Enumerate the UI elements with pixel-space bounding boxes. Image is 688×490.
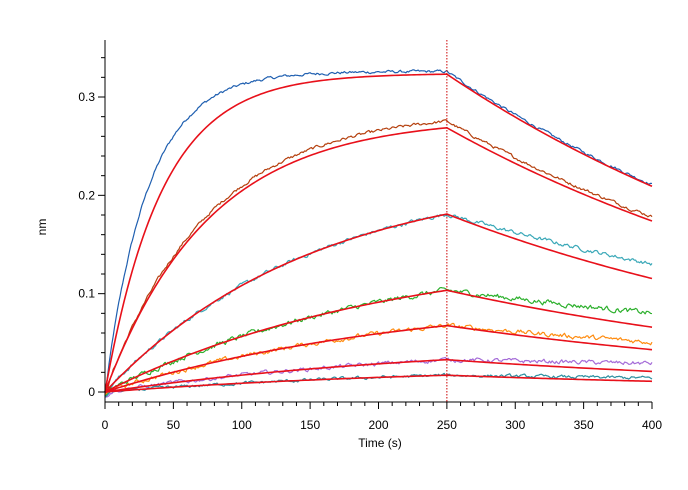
x-tick-label: 350 xyxy=(574,418,594,432)
fit-curve xyxy=(104,324,653,393)
fit-curve xyxy=(104,73,653,393)
x-tick-label: 250 xyxy=(437,418,457,432)
y-tick-label: 0 xyxy=(88,385,95,399)
y-axis-title: nm xyxy=(35,219,49,236)
fit-curve xyxy=(104,289,653,393)
measured-curve xyxy=(104,69,653,396)
ticks: 0 0.1 0.2 0.3 0 50 100 150 200 250 300 350 400 xyxy=(78,57,662,432)
x-tick-label: 100 xyxy=(232,418,252,432)
y-tick-label: 0.1 xyxy=(78,287,95,301)
x-tick-label: 50 xyxy=(167,418,181,432)
fit-curve xyxy=(104,213,653,393)
x-tick-label: 400 xyxy=(642,418,662,432)
measured-curve xyxy=(104,119,653,397)
x-tick-label: 200 xyxy=(368,418,388,432)
axes xyxy=(104,40,652,403)
fit-curve xyxy=(104,126,653,393)
measured-curve xyxy=(104,356,653,398)
x-axis-title: Time (s) xyxy=(358,436,402,450)
plot-area xyxy=(104,40,653,402)
fit-curve xyxy=(104,374,653,393)
measured-curve xyxy=(104,287,653,398)
x-tick-label: 0 xyxy=(102,418,109,432)
y-tick-label: 0.3 xyxy=(78,90,95,104)
x-tick-label: 150 xyxy=(300,418,320,432)
x-tick-label: 300 xyxy=(505,418,525,432)
fit-curve xyxy=(104,358,653,393)
y-tick-label: 0.2 xyxy=(78,188,95,202)
